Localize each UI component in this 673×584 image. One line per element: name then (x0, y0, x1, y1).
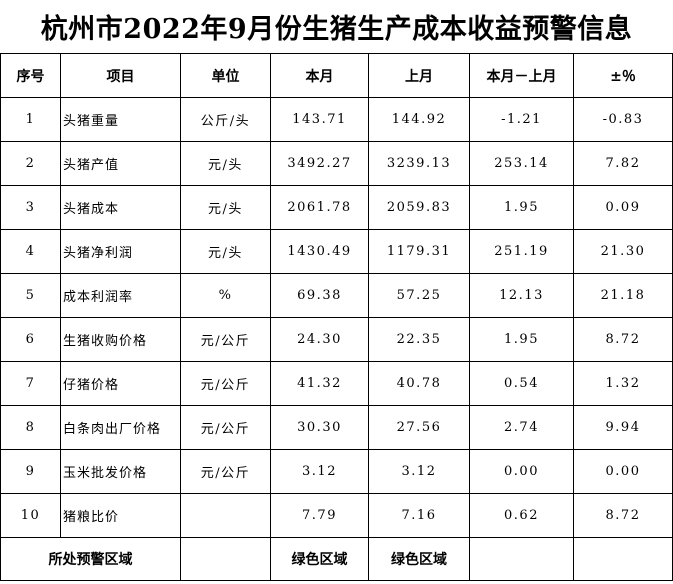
row-pct: 7.82 (573, 141, 673, 186)
header-previous: 上月 (368, 53, 470, 98)
header-pct: ±％ (573, 53, 673, 98)
row-item: 成本利润率 (60, 273, 181, 318)
table-row: 6 生猪收购价格 元/公斤 24.30 22.35 1.95 8.72 (0, 317, 673, 362)
row-pct: 9.94 (573, 405, 673, 450)
row-seq: 9 (0, 449, 61, 494)
row-item: 头猪产值 (60, 141, 181, 186)
row-item: 玉米批发价格 (60, 449, 181, 494)
row-seq: 3 (0, 185, 61, 230)
table-row: 5 成本利润率% 69.38 57.25 12.13 21.18 (0, 273, 673, 318)
row-seq: 4 (0, 229, 61, 274)
row-previous: 7.16 (368, 493, 470, 538)
row-previous: 3239.13 (368, 141, 470, 186)
row-diff: 2.74 (469, 405, 574, 450)
row-pct: 8.72 (573, 493, 673, 538)
row-previous: 3.12 (368, 449, 470, 494)
row-unit: 元/公斤 (180, 405, 271, 450)
row-seq: 10 (0, 493, 61, 538)
row-pct: 8.72 (573, 317, 673, 362)
row-current: 143.71 (270, 97, 369, 142)
warning-zone-row: 所处预警区域 绿色区域 绿色区域 (0, 537, 673, 581)
row-current: 41.32 (270, 361, 369, 406)
row-unit: 公斤/头 (180, 97, 271, 142)
row-unit: 元/公斤 (180, 449, 271, 494)
row-seq: 7 (0, 361, 61, 406)
row-item: 生猪收购价格 (60, 317, 181, 362)
row-diff: 253.14 (469, 141, 574, 186)
row-diff: 1.95 (469, 317, 574, 362)
table-row: 2 头猪产值 元/头 3492.27 3239.13 253.14 7.82 (0, 141, 673, 186)
row-diff: 0.62 (469, 493, 574, 538)
row-previous: 1179.31 (368, 229, 470, 274)
table-row: 8 白条肉出厂价格 元/公斤 30.30 27.56 2.74 9.94 (0, 405, 673, 450)
row-seq: 2 (0, 141, 61, 186)
row-diff: 1.95 (469, 185, 574, 230)
warning-zone-pct-cell (573, 537, 673, 581)
row-pct: 21.30 (573, 229, 673, 274)
table-row: 7 仔猪价格 元/公斤 41.32 40.78 0.54 1.32 (0, 361, 673, 406)
warning-zone-previous: 绿色区域 (368, 537, 470, 581)
row-diff: 251.19 (469, 229, 574, 274)
header-item: 项目 (60, 53, 181, 98)
row-pct: 0.09 (573, 185, 673, 230)
row-unit: 元/头 (180, 141, 271, 186)
row-previous: 22.35 (368, 317, 470, 362)
row-unit: 元/公斤 (180, 361, 271, 406)
row-previous: 57.25 (368, 273, 470, 318)
row-seq: 8 (0, 405, 61, 450)
row-diff: 12.13 (469, 273, 574, 318)
row-current: 30.30 (270, 405, 369, 450)
cost-benefit-table: 序号 项目 单位 本月 上月 本月－上月 ±％ 1 头猪重量 公斤/头 143.71 1… (0, 53, 673, 581)
row-current: 69.38 (270, 273, 369, 318)
row-previous: 27.56 (368, 405, 470, 450)
row-unit: 元/公斤 (180, 317, 271, 362)
row-item: 头猪成本 (60, 185, 181, 230)
row-current: 1430.49 (270, 229, 369, 274)
row-current: 3492.27 (270, 141, 369, 186)
row-pct: 21.18 (573, 273, 673, 318)
row-previous: 2059.83 (368, 185, 470, 230)
header-row: 序号 项目 单位 本月 上月 本月－上月 ±％ (0, 53, 673, 98)
row-previous: 144.92 (368, 97, 470, 142)
page-title: 杭州市2022年9月份生猪生产成本收益预警信息 (40, 13, 633, 45)
header-seq: 序号 (0, 53, 61, 98)
row-unit (180, 493, 271, 538)
row-pct: 0.00 (573, 449, 673, 494)
table-row: 9 玉米批发价格 元/公斤 3.12 3.12 0.00 0.00 (0, 449, 673, 494)
row-seq: 6 (0, 317, 61, 362)
row-diff: 0.54 (469, 361, 574, 406)
row-item: 头猪净利润 (60, 229, 181, 274)
row-unit: 元/头 (180, 229, 271, 274)
row-diff: 0.00 (469, 449, 574, 494)
warning-zone-unit-cell (180, 537, 271, 581)
row-seq: 1 (0, 97, 61, 142)
header-unit: 单位 (180, 53, 271, 98)
header-diff: 本月－上月 (469, 53, 574, 98)
warning-zone-current: 绿色区域 (270, 537, 369, 581)
row-item: 仔猪价格 (60, 361, 181, 406)
table-row: 3 头猪成本 元/头 2061.78 2059.83 1.95 0.09 (0, 185, 673, 230)
row-item: 白条肉出厂价格 (60, 405, 181, 450)
row-diff: -1.21 (469, 97, 574, 142)
row-current: 3.12 (270, 449, 369, 494)
warning-zone-diff-cell (469, 537, 574, 581)
row-item: 猪粮比价 (60, 493, 181, 538)
row-unit: % (180, 273, 271, 318)
row-item: 头猪重量 (60, 97, 181, 142)
row-pct: 1.32 (573, 361, 673, 406)
row-current: 7.79 (270, 493, 369, 538)
row-seq: 5 (0, 273, 61, 318)
row-current: 2061.78 (270, 185, 369, 230)
table-row: 10 猪粮比价 7.79 7.16 0.62 8.72 (0, 493, 673, 538)
row-previous: 40.78 (368, 361, 470, 406)
table-row: 4 头猪净利润 元/头 1430.49 1179.31 251.19 21.30 (0, 229, 673, 274)
row-pct: -0.83 (573, 97, 673, 142)
row-unit: 元/头 (180, 185, 271, 230)
table-row: 1 头猪重量 公斤/头 143.71 144.92 -1.21 -0.83 (0, 97, 673, 142)
header-current: 本月 (270, 53, 369, 98)
row-current: 24.30 (270, 317, 369, 362)
warning-zone-label: 所处预警区域 (0, 537, 181, 581)
